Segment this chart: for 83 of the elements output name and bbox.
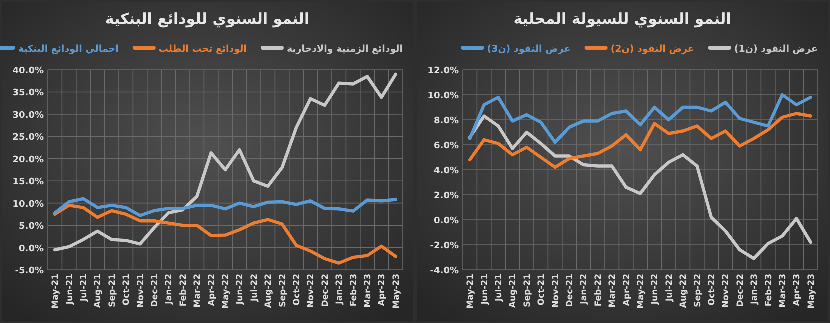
- x-tick-label: Jan-22: [164, 274, 175, 306]
- y-tick-label: 35.0%: [12, 88, 44, 99]
- x-tick-label: Apr-22: [207, 274, 218, 306]
- x-tick-label: Dec-22: [736, 274, 746, 308]
- line-series: [54, 72, 398, 252]
- x-tick-label: Mar-23: [778, 274, 788, 308]
- x-tick-label: Jan-23: [750, 274, 760, 306]
- x-tick-label: Apr-23: [792, 274, 803, 306]
- x-tick-label: Oct-21: [122, 274, 132, 306]
- x-tick-label: Jun-22: [650, 274, 661, 306]
- x-tick-label: Jul-21: [494, 274, 504, 302]
- x-tick-label: Feb-23: [764, 274, 774, 307]
- x-tick-label: May-22: [222, 274, 232, 309]
- legend-label: عرض النقود (ن3): [487, 44, 571, 55]
- x-tick-label: Jun-21: [480, 274, 490, 306]
- line-series: [468, 93, 812, 144]
- x-tick-label: Feb-22: [594, 274, 604, 307]
- x-tick-label: Jul-22: [250, 274, 260, 302]
- x-tick-label: Sep-21: [522, 274, 533, 308]
- y-tick-label: 20.0%: [12, 155, 44, 166]
- x-tick-label: May-22: [636, 274, 646, 309]
- chart-title: النمو السنوي للسيولة المحلية: [514, 10, 732, 28]
- x-tick-label: Dec-22: [320, 274, 331, 308]
- line-series: [54, 197, 398, 218]
- y-tick-label: 0.0%: [434, 216, 459, 226]
- x-tick-label: Nov-22: [306, 274, 317, 308]
- y-tick-label: -4.0%: [430, 266, 459, 276]
- y-tick-label: 12.0%: [428, 66, 459, 76]
- y-tick-label: 0.0%: [19, 244, 44, 254]
- legend-label: عرض النقود (ن1): [734, 44, 818, 55]
- x-tick-label: Jan-22: [580, 274, 590, 306]
- x-tick-label: Jan-23: [335, 274, 346, 306]
- line-series: [468, 112, 812, 170]
- y-tick-label: 25.0%: [12, 133, 44, 144]
- x-tick-label: Aug-22: [264, 274, 274, 308]
- y-tick-label: -2.0%: [430, 242, 459, 252]
- y-tick-label: 30.0%: [12, 110, 44, 121]
- line-series: [54, 204, 398, 265]
- y-tick-label: 15.0%: [12, 178, 44, 188]
- x-tick-label: Sep-22: [278, 274, 288, 308]
- y-tick-label: 10.0%: [428, 92, 459, 102]
- legend-label: الودائع تحت الطلب: [158, 44, 247, 55]
- x-tick-label: Sep-21: [108, 274, 118, 308]
- x-tick-label: Aug-21: [508, 274, 519, 308]
- x-tick-label: Aug-21: [94, 274, 104, 308]
- x-tick-label: Jun-22: [236, 274, 246, 306]
- x-tick-label: May-23: [392, 274, 402, 309]
- x-tick-label: Apr-23: [378, 274, 388, 306]
- x-tick-label: May-21: [51, 274, 62, 309]
- y-tick-label: 10.0%: [12, 200, 44, 210]
- x-tick-label: May-23: [806, 274, 817, 309]
- legend-label: عرض النقود (ن2): [610, 44, 694, 55]
- x-tick-label: Oct-22: [708, 274, 718, 306]
- x-tick-label: Sep-22: [693, 274, 704, 308]
- y-tick-label: 4.0%: [434, 166, 459, 176]
- y-tick-label: 2.0%: [434, 192, 459, 202]
- x-tick-label: Jul-21: [80, 274, 90, 302]
- line-series: [468, 114, 812, 260]
- x-tick-label: Nov-22: [722, 274, 732, 308]
- x-tick-label: Jun-21: [65, 274, 76, 306]
- y-tick-label: -5.0%: [15, 266, 44, 276]
- x-tick-label: May-21: [466, 274, 476, 309]
- legend-label: الودائع الزمنية والادخارية: [286, 44, 403, 55]
- x-tick-label: Oct-22: [292, 274, 302, 306]
- chart-title: النمو السنوي للودائع البنكية: [105, 10, 310, 28]
- x-tick-label: Oct-21: [537, 274, 548, 306]
- x-tick-label: Nov-21: [551, 274, 562, 308]
- x-tick-label: Apr-22: [622, 274, 632, 306]
- y-tick-label: 40.0%: [12, 66, 44, 76]
- x-tick-label: Nov-21: [136, 274, 146, 308]
- x-tick-label: Dec-21: [566, 274, 576, 308]
- y-tick-label: 5.0%: [19, 222, 44, 232]
- x-tick-label: Jul-22: [664, 274, 675, 302]
- x-tick-label: Mar-22: [193, 274, 204, 308]
- x-tick-label: Dec-21: [150, 274, 160, 308]
- x-tick-label: Feb-22: [178, 274, 189, 307]
- x-tick-label: Mar-23: [364, 274, 374, 308]
- x-tick-label: Feb-23: [349, 274, 360, 307]
- y-tick-label: 8.0%: [434, 116, 459, 126]
- x-tick-label: Mar-22: [608, 274, 618, 308]
- x-tick-label: Aug-22: [679, 274, 690, 308]
- y-tick-label: 6.0%: [434, 142, 459, 152]
- legend-label: اجمالي الودائع البنكية: [18, 44, 119, 55]
